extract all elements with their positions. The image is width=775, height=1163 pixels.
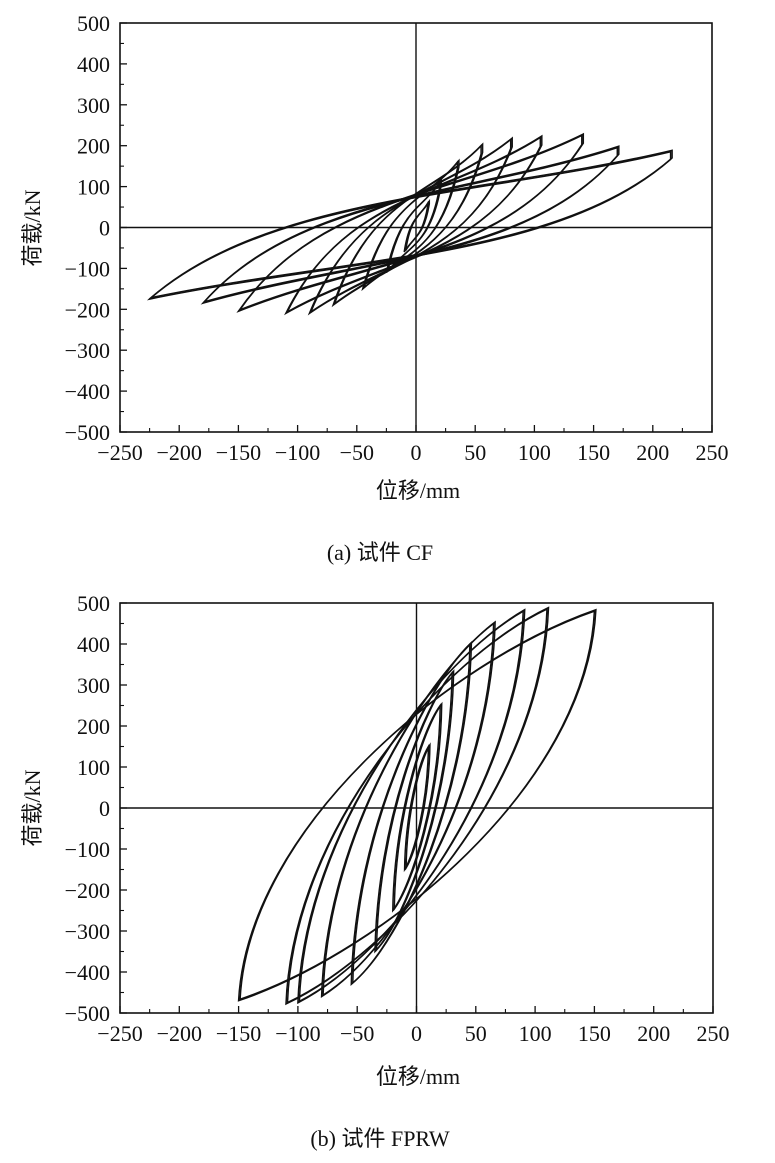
y-tick-label: −200 bbox=[65, 297, 110, 322]
y-tick-label: 200 bbox=[77, 134, 110, 159]
x-tick-label: 150 bbox=[577, 440, 610, 465]
hysteresis-loop bbox=[239, 608, 597, 1001]
hysteresis-loop bbox=[237, 132, 585, 312]
hysteresis-loop bbox=[286, 606, 550, 1004]
chart-fprw-caption: (b) 试件 FPRW bbox=[310, 1126, 450, 1151]
y-tick-label: 500 bbox=[77, 11, 110, 36]
x-tick-label: −50 bbox=[340, 440, 374, 465]
y-tick-label: 500 bbox=[77, 591, 110, 616]
x-tick-label: 200 bbox=[636, 440, 669, 465]
hysteresis-loop bbox=[375, 669, 455, 952]
x-tick-label: −200 bbox=[156, 440, 201, 465]
hysteresis-loop bbox=[405, 742, 431, 871]
x-tick-label: 50 bbox=[465, 1021, 487, 1046]
hysteresis-loop bbox=[393, 701, 443, 912]
hysteresis-loop bbox=[200, 146, 619, 305]
hysteresis-loop bbox=[202, 145, 620, 304]
y-tick-label: 300 bbox=[77, 93, 110, 118]
hysteresis-loop bbox=[236, 134, 583, 313]
hysteresis-loop bbox=[285, 134, 543, 314]
x-tick-label: 200 bbox=[637, 1021, 670, 1046]
x-tick-label: −100 bbox=[275, 440, 320, 465]
y-tick-label: −300 bbox=[65, 919, 110, 944]
x-tick-label: 150 bbox=[578, 1021, 611, 1046]
y-tick-label: 300 bbox=[77, 673, 110, 698]
x-tick-label: 250 bbox=[696, 440, 729, 465]
x-tick-label: −50 bbox=[340, 1021, 374, 1046]
x-tick-label: 0 bbox=[411, 1021, 422, 1046]
chart-cf-xlabel: 位移/mm bbox=[376, 478, 460, 503]
y-tick-label: 400 bbox=[77, 632, 110, 657]
y-tick-label: 200 bbox=[77, 714, 110, 739]
x-tick-label: −200 bbox=[157, 1021, 202, 1046]
x-tick-label: −100 bbox=[275, 1021, 320, 1046]
chart-cf-caption: (a) 试件 CF bbox=[327, 540, 433, 565]
x-tick-label: 50 bbox=[464, 440, 486, 465]
y-tick-label: −100 bbox=[65, 256, 110, 281]
y-tick-label: −200 bbox=[65, 878, 110, 903]
x-tick-label: −250 bbox=[97, 1021, 142, 1046]
y-tick-label: −100 bbox=[65, 837, 110, 862]
y-tick-label: 0 bbox=[99, 216, 110, 241]
y-tick-label: −400 bbox=[65, 960, 110, 985]
x-tick-label: 0 bbox=[411, 440, 422, 465]
y-tick-label: 0 bbox=[99, 796, 110, 821]
hysteresis-loop bbox=[298, 608, 526, 1003]
y-tick-label: 100 bbox=[77, 175, 110, 200]
y-tick-label: 100 bbox=[77, 755, 110, 780]
y-tick-label: −500 bbox=[65, 420, 110, 445]
x-tick-label: 100 bbox=[518, 440, 551, 465]
chart-fprw-ylabel: 荷载/kN bbox=[20, 769, 45, 846]
x-tick-label: −150 bbox=[216, 1021, 261, 1046]
hysteresis-loop bbox=[148, 149, 673, 299]
y-tick-label: −500 bbox=[65, 1001, 110, 1026]
hysteresis-loop bbox=[309, 136, 513, 314]
x-tick-label: 250 bbox=[697, 1021, 730, 1046]
chart-fprw: 位移/mm 荷载/kN (b) 试件 FPRW −250 −200 −150 −100… bbox=[20, 591, 730, 1151]
hysteresis-loop bbox=[387, 178, 442, 272]
y-tick-label: −300 bbox=[65, 338, 110, 363]
x-tick-label: 100 bbox=[519, 1021, 552, 1046]
y-tick-label: −400 bbox=[65, 379, 110, 404]
hysteresis-loop bbox=[404, 198, 431, 251]
chart-fprw-xlabel: 位移/mm bbox=[376, 1064, 460, 1089]
x-tick-label: −150 bbox=[216, 440, 261, 465]
chart-cf: 位移/mm 荷载/kN (a) 试件 CF −250 −200 −150 −100 −5… bbox=[20, 11, 729, 565]
chart-cf-ylabel: 荷载/kN bbox=[20, 189, 45, 266]
y-tick-label: 400 bbox=[77, 52, 110, 77]
hysteresis-loop bbox=[146, 150, 672, 301]
x-tick-label: −250 bbox=[97, 440, 142, 465]
